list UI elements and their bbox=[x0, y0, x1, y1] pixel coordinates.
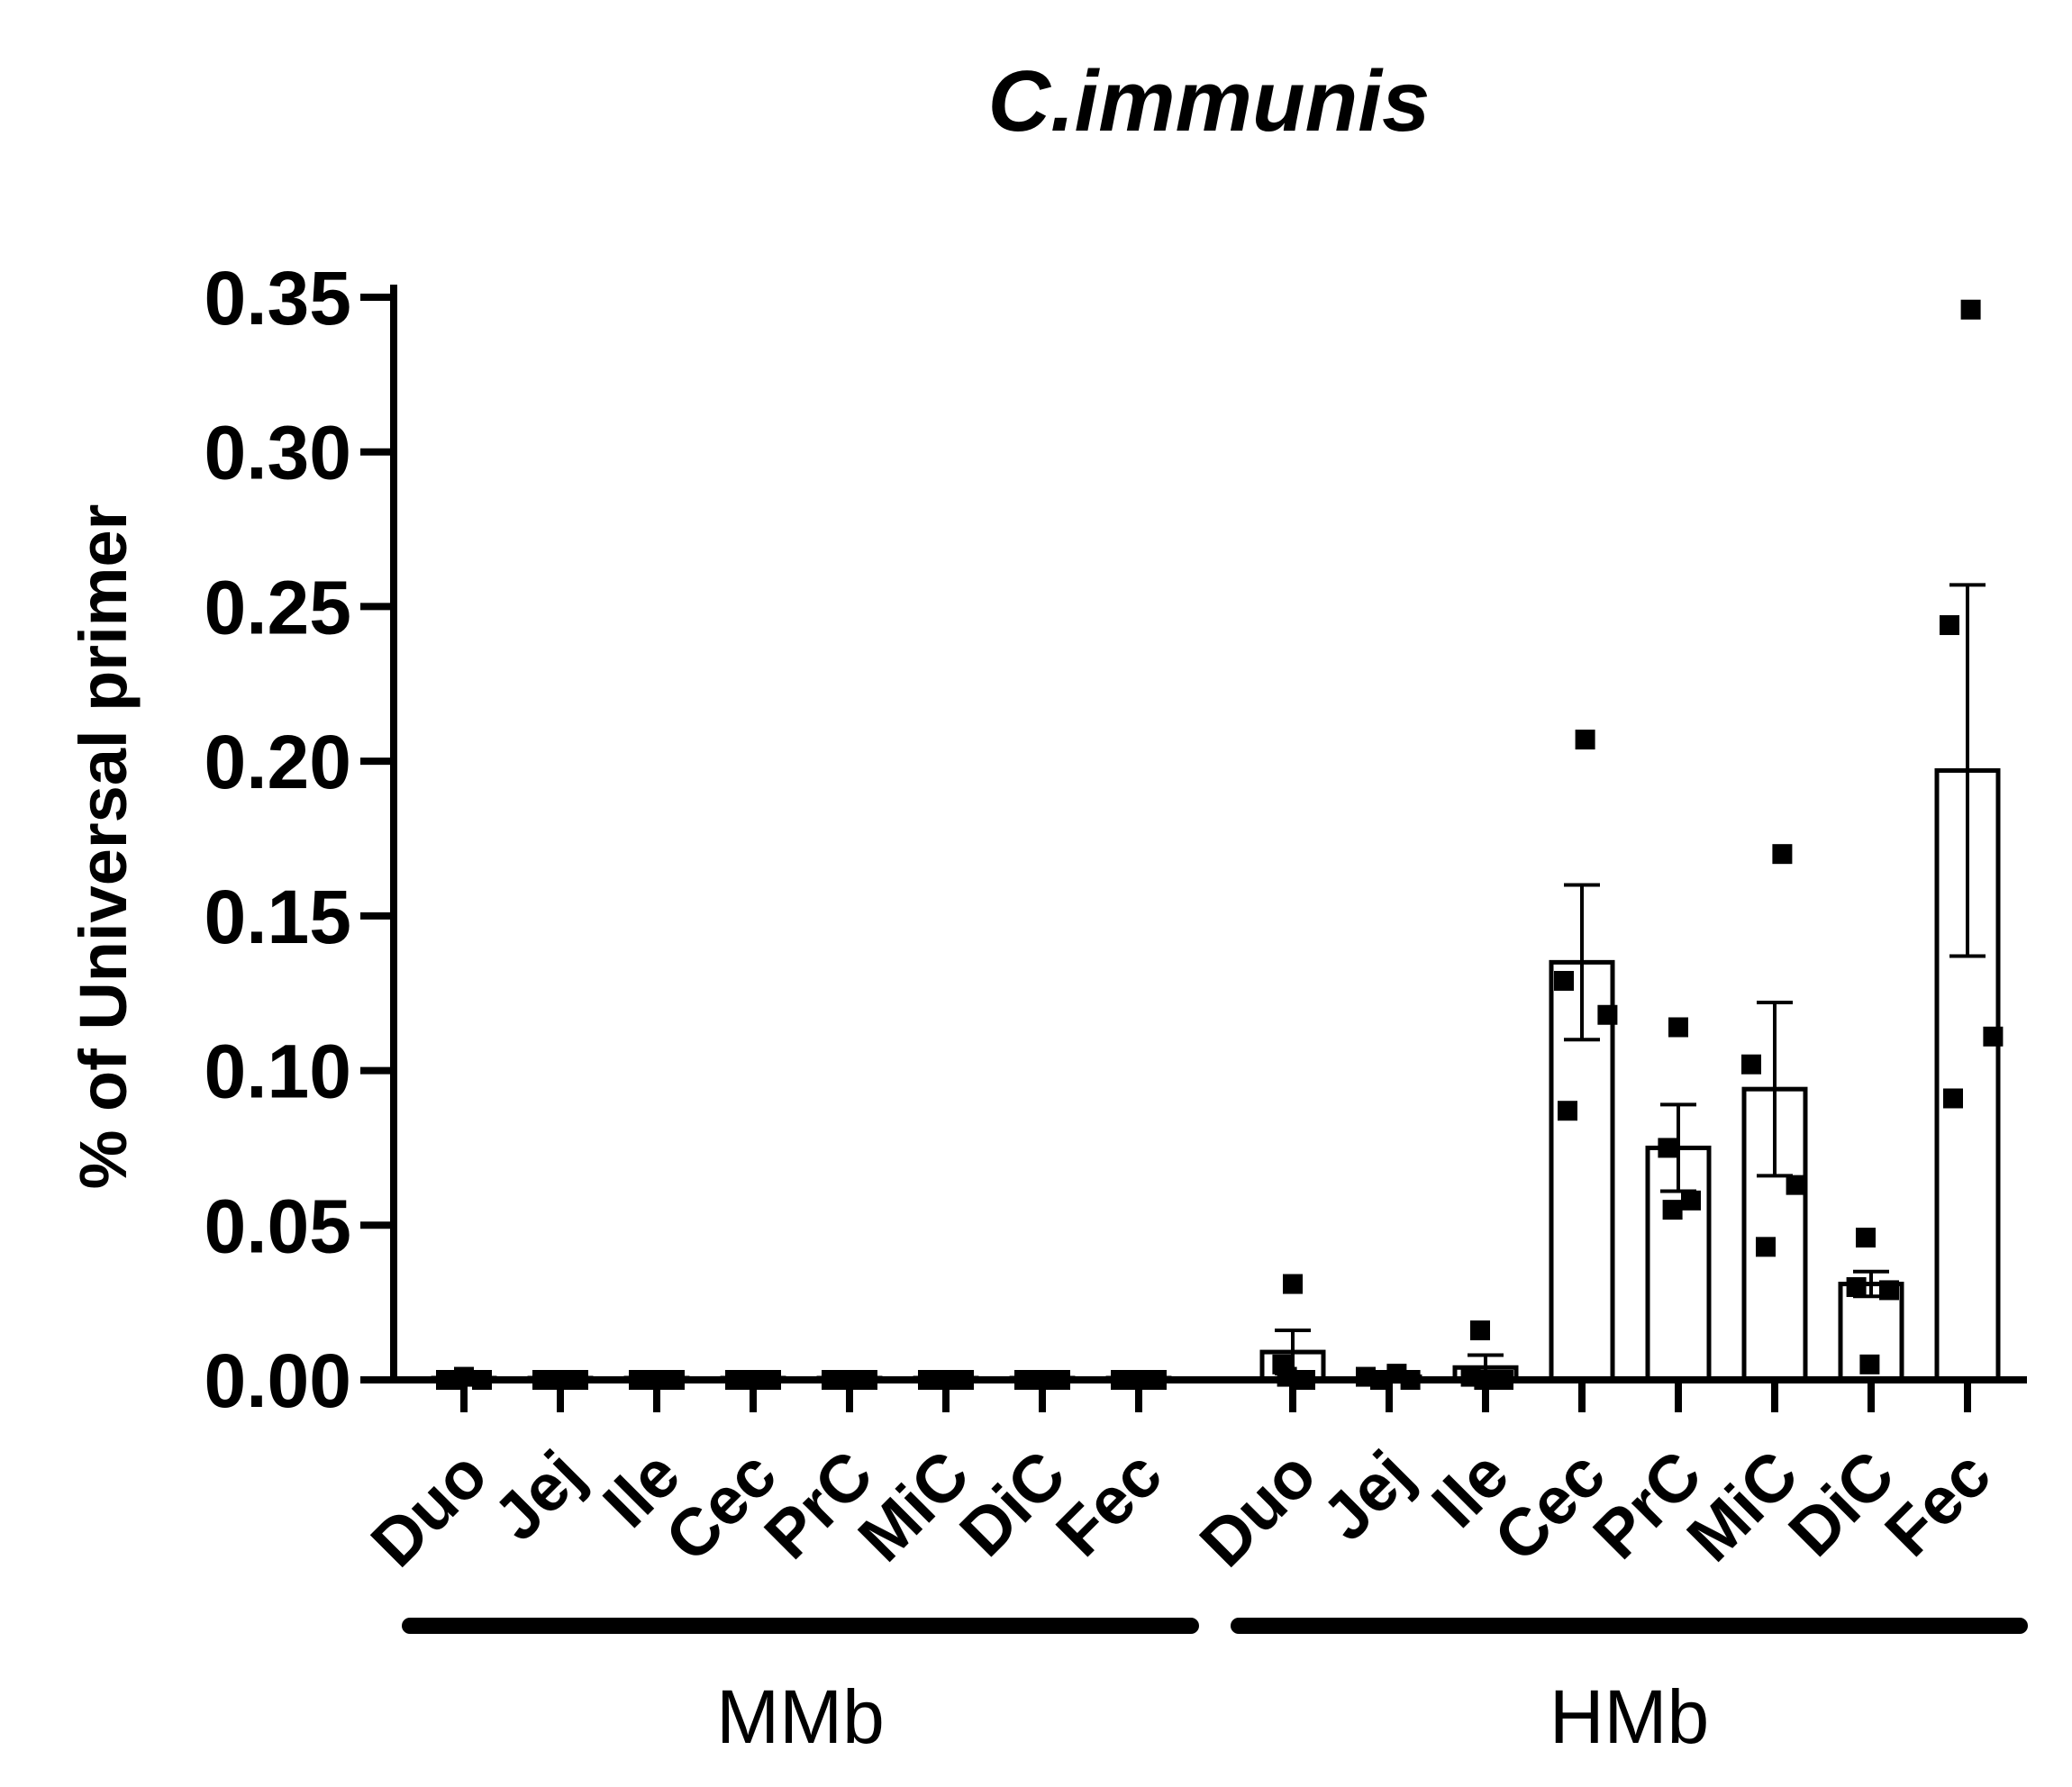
group-label: HMb bbox=[1549, 1674, 1709, 1759]
data-point bbox=[1554, 970, 1574, 991]
data-point bbox=[1856, 1228, 1876, 1248]
data-point bbox=[1658, 1138, 1678, 1158]
x-tick-label: Jej bbox=[479, 1437, 597, 1555]
data-point bbox=[1597, 1004, 1618, 1025]
data-point bbox=[1681, 1190, 1701, 1211]
data-point bbox=[1940, 615, 1959, 636]
y-axis-label: % of Universal primer bbox=[66, 504, 141, 1190]
data-point bbox=[1558, 1101, 1577, 1121]
data-point bbox=[1786, 1175, 1806, 1195]
data-point bbox=[1756, 1237, 1776, 1257]
group-labels: MMb HMb bbox=[402, 1618, 2028, 1759]
data-point bbox=[1283, 1274, 1303, 1294]
bars-layer bbox=[431, 583, 2001, 1383]
y-tick-label: 0.35 bbox=[204, 256, 352, 340]
y-tick-label: 0.20 bbox=[204, 720, 352, 804]
data-point bbox=[1470, 1320, 1490, 1341]
y-tick-label: 0.15 bbox=[204, 875, 352, 959]
group-label: MMb bbox=[716, 1674, 885, 1759]
data-point bbox=[1960, 299, 1981, 320]
x-tick-label: Fec bbox=[1041, 1437, 1176, 1571]
y-tick-label: 0.25 bbox=[204, 565, 352, 649]
data-point bbox=[1772, 844, 1793, 865]
data-point bbox=[1846, 1276, 1867, 1297]
data-point bbox=[1662, 1200, 1683, 1220]
x-tick-label: Duo bbox=[357, 1437, 501, 1581]
data-point bbox=[1859, 1354, 1880, 1374]
data-point bbox=[1879, 1280, 1899, 1301]
axes bbox=[390, 285, 2027, 1383]
data-point bbox=[1983, 1026, 2004, 1047]
y-tick-label: 0.00 bbox=[204, 1338, 352, 1423]
y-axis-ticks: 0.00 0.05 0.10 0.15 0.20 0.25 0.30 0.35 bbox=[204, 256, 394, 1423]
x-tick-label: Duo bbox=[1186, 1437, 1330, 1581]
y-tick-label: 0.10 bbox=[204, 1030, 352, 1114]
y-tick-label: 0.05 bbox=[204, 1184, 352, 1268]
data-point bbox=[1668, 1017, 1688, 1038]
chart-title: C.immunis bbox=[988, 53, 1431, 150]
data-point bbox=[1741, 1054, 1761, 1075]
x-tick-label: Jej bbox=[1308, 1437, 1426, 1555]
bar bbox=[1934, 767, 2001, 1383]
data-point bbox=[1575, 730, 1595, 750]
y-tick-label: 0.30 bbox=[204, 411, 352, 495]
x-tick-label: Fec bbox=[1870, 1437, 2004, 1571]
data-point bbox=[1943, 1088, 1963, 1109]
